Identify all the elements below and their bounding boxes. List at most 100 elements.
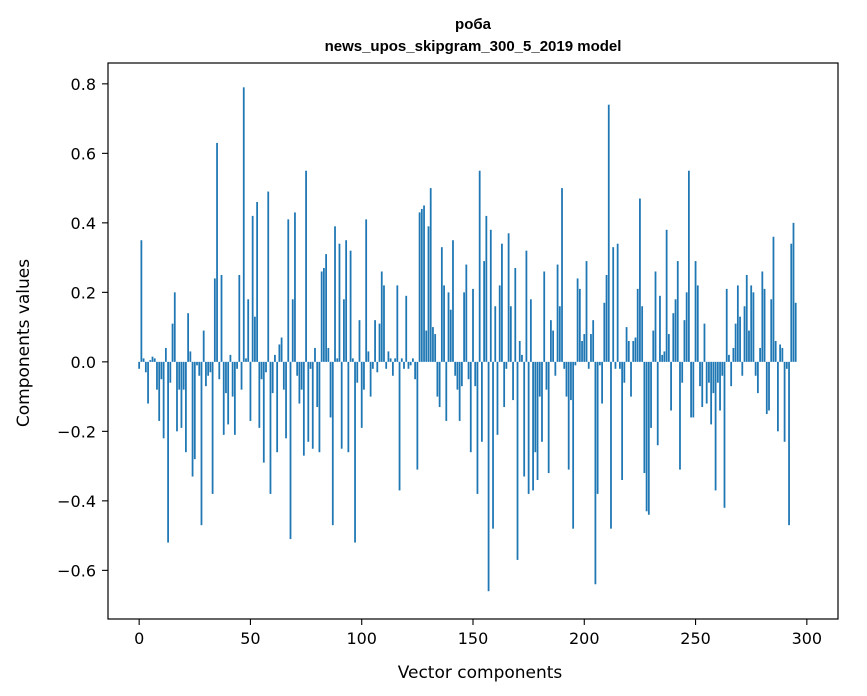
bar-163 bbox=[501, 243, 503, 362]
bar-94 bbox=[347, 361, 350, 453]
bar-181 bbox=[541, 361, 543, 442]
bar-3 bbox=[144, 361, 147, 373]
bar-145 bbox=[460, 361, 463, 387]
bar-187 bbox=[554, 361, 557, 376]
bar-158 bbox=[489, 229, 492, 362]
bar-131 bbox=[429, 188, 432, 362]
bar-154 bbox=[481, 361, 483, 442]
bar-37 bbox=[220, 274, 223, 362]
bar-101 bbox=[363, 361, 365, 390]
x-tick-label: 200 bbox=[569, 629, 600, 648]
bar-60 bbox=[271, 361, 274, 394]
bar-138 bbox=[445, 361, 448, 421]
bar-86 bbox=[329, 361, 332, 418]
bar-51 bbox=[251, 215, 254, 362]
bar-149 bbox=[469, 361, 472, 453]
bar-105 bbox=[371, 361, 374, 369]
bar-73 bbox=[300, 361, 303, 390]
bar-257 bbox=[710, 361, 713, 425]
bar-114 bbox=[391, 361, 394, 376]
bar-16 bbox=[173, 292, 176, 362]
bars-group bbox=[138, 87, 797, 592]
bar-106 bbox=[374, 320, 376, 362]
bar-74 bbox=[302, 361, 305, 456]
bar-63 bbox=[278, 344, 281, 362]
x-tick-label: 100 bbox=[346, 629, 377, 648]
bar-31 bbox=[207, 361, 210, 376]
bar-124 bbox=[414, 361, 417, 380]
bar-104 bbox=[369, 361, 372, 397]
y-tick-label: 0.8 bbox=[71, 75, 96, 94]
bar-176 bbox=[529, 299, 532, 362]
bar-75 bbox=[305, 170, 307, 362]
bar-172 bbox=[521, 354, 523, 362]
bar-17 bbox=[176, 361, 178, 432]
bar-122 bbox=[409, 361, 412, 366]
bar-29 bbox=[202, 330, 205, 362]
bar-47 bbox=[242, 87, 245, 362]
bar-23 bbox=[189, 351, 192, 362]
bar-144 bbox=[458, 361, 461, 421]
bar-146 bbox=[463, 292, 465, 362]
y-axis-ticks: −0.6 −0.4 −0.2 0.0 0.2 0.4 0.6 0.8 bbox=[57, 75, 108, 580]
bar-197 bbox=[576, 278, 579, 362]
bar-198 bbox=[578, 288, 581, 362]
bar-14 bbox=[169, 361, 172, 383]
bar-188 bbox=[556, 264, 559, 362]
bar-193 bbox=[567, 361, 570, 470]
bar-218 bbox=[623, 361, 626, 383]
x-tick-label: 250 bbox=[680, 629, 711, 648]
bar-125 bbox=[416, 361, 419, 470]
bar-20 bbox=[182, 361, 185, 390]
bar-169 bbox=[514, 268, 517, 362]
bar-140 bbox=[449, 309, 452, 362]
bar-175 bbox=[527, 361, 530, 494]
bar-36 bbox=[218, 361, 221, 380]
bar-26 bbox=[196, 361, 198, 366]
bar-148 bbox=[467, 361, 470, 380]
bar-191 bbox=[563, 361, 566, 369]
bar-219 bbox=[625, 327, 628, 362]
bar-253 bbox=[701, 361, 704, 408]
bar-127 bbox=[420, 208, 423, 362]
bar-237 bbox=[665, 229, 668, 362]
bar-18 bbox=[178, 361, 181, 390]
bar-211 bbox=[607, 104, 610, 362]
bar-170 bbox=[516, 361, 519, 560]
bar-25 bbox=[193, 361, 196, 460]
bar-240 bbox=[672, 313, 675, 362]
bar-6 bbox=[151, 356, 154, 362]
y-tick-label: 0.2 bbox=[71, 283, 96, 302]
bar-222 bbox=[632, 341, 635, 362]
bar-15 bbox=[171, 323, 174, 362]
bar-95 bbox=[349, 250, 352, 362]
bar-185 bbox=[550, 320, 552, 362]
x-tick-label: 150 bbox=[458, 629, 489, 648]
bar-28 bbox=[200, 361, 203, 526]
bar-245 bbox=[683, 320, 686, 362]
bar-161 bbox=[496, 361, 499, 435]
bar-236 bbox=[663, 351, 666, 362]
bar-67 bbox=[287, 219, 290, 362]
bar-167 bbox=[509, 306, 512, 362]
bar-111 bbox=[385, 361, 388, 369]
bar-200 bbox=[583, 334, 586, 362]
bar-52 bbox=[254, 316, 256, 362]
bar-262 bbox=[721, 361, 724, 376]
bar-103 bbox=[367, 351, 370, 362]
bar-290 bbox=[783, 361, 786, 442]
bar-113 bbox=[389, 358, 392, 362]
bar-212 bbox=[610, 361, 612, 529]
bar-56 bbox=[262, 361, 265, 463]
bar-279 bbox=[759, 347, 761, 362]
bar-173 bbox=[523, 361, 526, 477]
bar-79 bbox=[314, 347, 316, 362]
bar-100 bbox=[360, 361, 363, 428]
x-tick-label: 300 bbox=[792, 629, 823, 648]
bar-81 bbox=[318, 361, 321, 453]
bar-235 bbox=[661, 354, 664, 362]
bar-272 bbox=[743, 306, 746, 362]
y-tick-label: −0.2 bbox=[57, 422, 96, 441]
bar-201 bbox=[585, 261, 588, 362]
x-tick-label: 50 bbox=[240, 629, 260, 648]
